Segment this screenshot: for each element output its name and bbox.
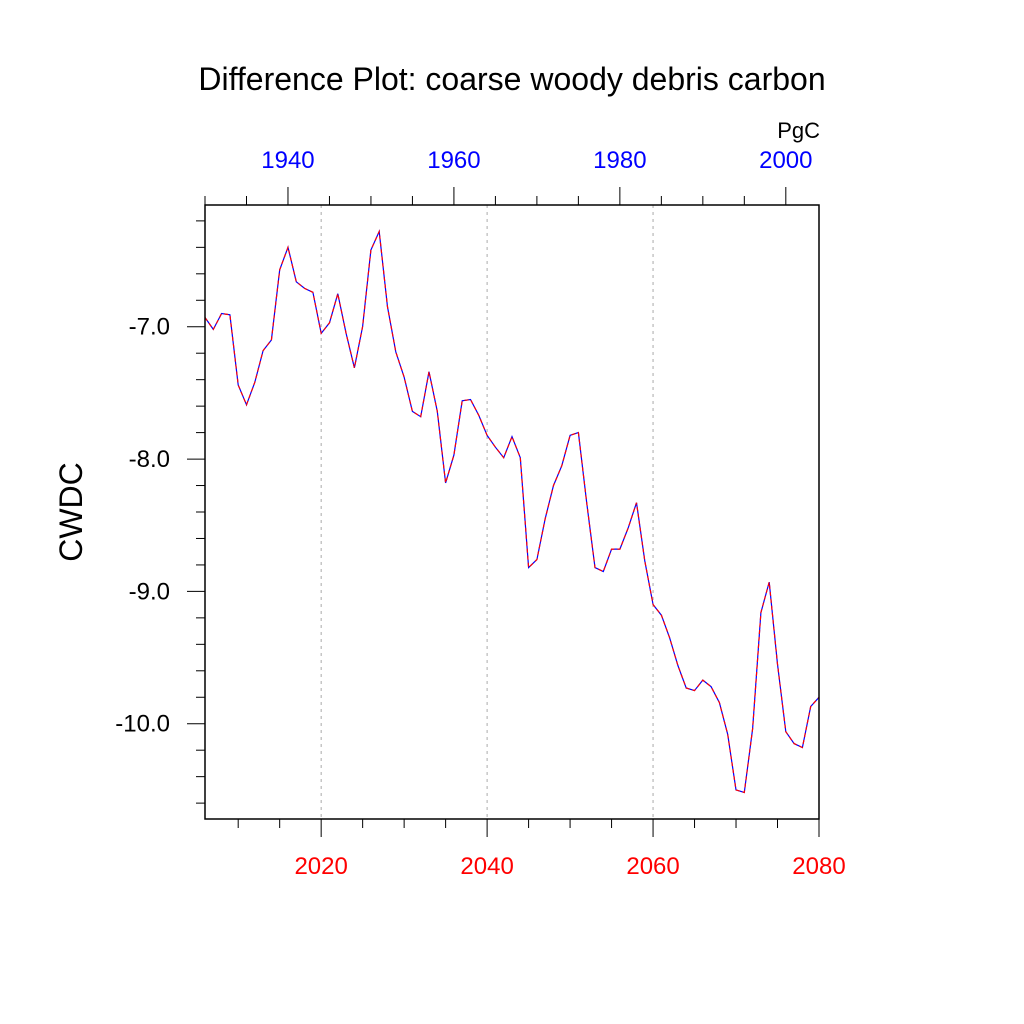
tick-labels: 2020 2040 2060 2080 1940 1960 1980 2000 -7.0 -8.0… (115, 147, 845, 880)
x-bottom-tick-label-2060: 2060 (626, 853, 679, 880)
y-tick-label-3: -10.0 (115, 711, 170, 738)
y-axis-label: CWDC (53, 462, 89, 562)
units-label: PgC (777, 118, 820, 143)
y-tick-label-0: -7.0 (129, 314, 170, 341)
y-tick-label-2: -9.0 (129, 578, 170, 605)
chart-title: Difference Plot: coarse woody debris car… (198, 61, 825, 97)
y-tick-label-1: -8.0 (129, 446, 170, 473)
x-bottom-tick-label-2020: 2020 (294, 853, 347, 880)
x-top-tick-label-1940: 1940 (261, 147, 314, 174)
x-bottom-tick-label-2080: 2080 (792, 853, 845, 880)
axis-ticks (187, 187, 820, 837)
x-top-tick-label-1960: 1960 (427, 147, 480, 174)
series-line-1 (204, 229, 820, 794)
plot-frame (204, 204, 820, 820)
grid-lines (320, 205, 654, 819)
x-bottom-tick-label-2040: 2040 (460, 853, 513, 880)
series-line-2 (204, 229, 820, 794)
x-top-tick-label-2000: 2000 (759, 147, 812, 174)
series-layer (204, 229, 820, 794)
x-top-tick-label-1980: 1980 (593, 147, 646, 174)
